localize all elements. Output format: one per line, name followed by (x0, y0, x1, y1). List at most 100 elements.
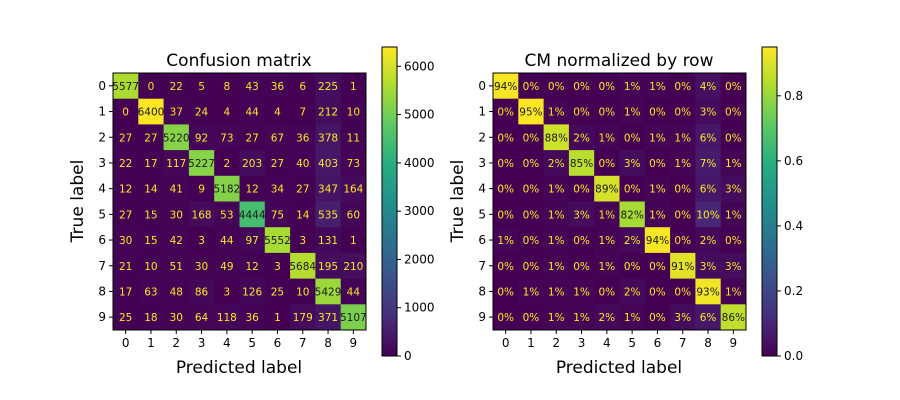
x-tick-label: 6 (274, 336, 282, 350)
cell-label: 0% (725, 107, 742, 119)
heatmap-cell (670, 278, 696, 305)
cell-label: 8 (224, 81, 231, 93)
heatmap-cell (214, 252, 240, 280)
heatmap-cell (619, 252, 646, 280)
normalized-matrix-panel: CM normalized by row 94% 0% 0% 0% 0% 1% 1% 0% 4%… (448, 46, 803, 378)
cell-label: 27 (271, 158, 284, 170)
heatmap-cell (315, 150, 342, 177)
cell-label: 535 (318, 209, 338, 221)
cell-label: 1% (548, 107, 565, 119)
cell-label: 5220 (163, 132, 190, 144)
colorbar-tick-label: 4000 (404, 156, 435, 170)
y-tick-label: 7 (478, 259, 486, 273)
cell-label: 7 (299, 107, 306, 119)
heatmap-cell (290, 124, 316, 151)
cell-label: 25 (119, 312, 132, 324)
cell-label: 15 (144, 209, 157, 221)
heatmap-cell (163, 150, 190, 177)
cell-label: 0% (497, 158, 514, 170)
heatmap-cell (214, 98, 240, 125)
heatmap-cell (113, 175, 139, 202)
x-tick-label: 4 (223, 336, 231, 350)
cell-label: 10 (296, 286, 309, 298)
cell-label: 43 (245, 81, 258, 93)
cell-label: 0% (624, 184, 641, 196)
cell-label: 0% (649, 158, 666, 170)
cell-label: 1% (725, 158, 742, 170)
cell-label: 51 (170, 261, 183, 273)
cell-label: 0% (649, 261, 666, 273)
x-tick-label: 7 (679, 336, 687, 350)
cell-label: 67 (271, 132, 284, 144)
heatmap-cell (594, 304, 620, 331)
cell-label: 2% (624, 286, 641, 298)
cell-label: 27 (144, 132, 157, 144)
cell-label: 3% (674, 312, 691, 324)
cell-label: 0% (674, 209, 691, 221)
heatmap-cell (720, 304, 747, 331)
cell-label: 4444 (239, 209, 266, 221)
x-tick-label: 3 (578, 336, 586, 350)
cell-label: 0% (523, 184, 540, 196)
cell-label: 2% (624, 235, 641, 247)
cell-label: 347 (318, 184, 338, 196)
x-tick-label: 5 (628, 336, 636, 350)
cell-label: 10 (144, 261, 157, 273)
heatmap-cell (188, 150, 215, 177)
cell-label: 0% (497, 312, 514, 324)
cell-label: 0% (497, 261, 514, 273)
cell-label: 0% (649, 286, 666, 298)
cell-label: 2% (599, 312, 616, 324)
heatmap-cell (644, 73, 671, 100)
cell-label: 0% (548, 81, 565, 93)
cell-label: 18 (144, 312, 157, 324)
cell-label: 0% (523, 158, 540, 170)
heatmap-cell (315, 252, 342, 280)
cell-label: 15 (144, 235, 157, 247)
x-tick-label: 7 (299, 336, 307, 350)
heatmap-cell (670, 98, 696, 125)
colorbar-tick-label: 3000 (404, 204, 435, 218)
y-tick-label: 2 (478, 130, 486, 144)
heatmap-cell (619, 201, 646, 228)
heatmap-cell (239, 278, 266, 305)
heatmap-cell (264, 201, 291, 228)
colorbar-tick-label: 0.8 (784, 89, 803, 103)
x-tick-label: 8 (704, 336, 712, 350)
heatmap-cell (340, 227, 367, 254)
y-axis-label: True label (448, 160, 468, 244)
heatmap-cell (594, 201, 620, 228)
cell-label: 10 (347, 107, 360, 119)
heatmap-cell (138, 98, 165, 125)
axis-ticks: 0 1 2 3 4 5 6 7 8 9 0 1 2 3 4 5 6 7 8 9 (478, 79, 737, 350)
cell-label: 0% (573, 261, 590, 273)
cell-label: 0% (674, 235, 691, 247)
cell-label: 179 (293, 312, 313, 324)
cell-label: 1% (573, 312, 590, 324)
cell-label: 371 (318, 312, 338, 324)
heatmap-cell (163, 175, 190, 202)
heatmap-cell (644, 175, 671, 202)
colorbar-tick-label: 0.0 (784, 349, 803, 363)
cell-label: 27 (119, 209, 132, 221)
heatmap-cell (695, 124, 722, 151)
heatmap-cell (594, 227, 620, 254)
heatmap-cell (670, 201, 696, 228)
cell-label: 3 (224, 286, 231, 298)
cell-label: 5577 (112, 81, 139, 93)
heatmap-cell (518, 98, 545, 125)
cell-label: 2% (700, 235, 717, 247)
heatmap-cell (340, 252, 367, 280)
cell-label: 1% (649, 132, 666, 144)
colorbar-tick-label: 6000 (404, 59, 435, 73)
heatmap-cell (594, 150, 620, 177)
heatmap-cell (138, 304, 165, 331)
cell-label: 0% (497, 286, 514, 298)
cell-label: 30 (195, 261, 208, 273)
cell-label: 75 (271, 209, 284, 221)
heatmap-cell (720, 201, 747, 228)
heatmap-cell (644, 227, 671, 254)
heatmap-cell (493, 227, 519, 254)
cell-label: 2% (548, 158, 565, 170)
